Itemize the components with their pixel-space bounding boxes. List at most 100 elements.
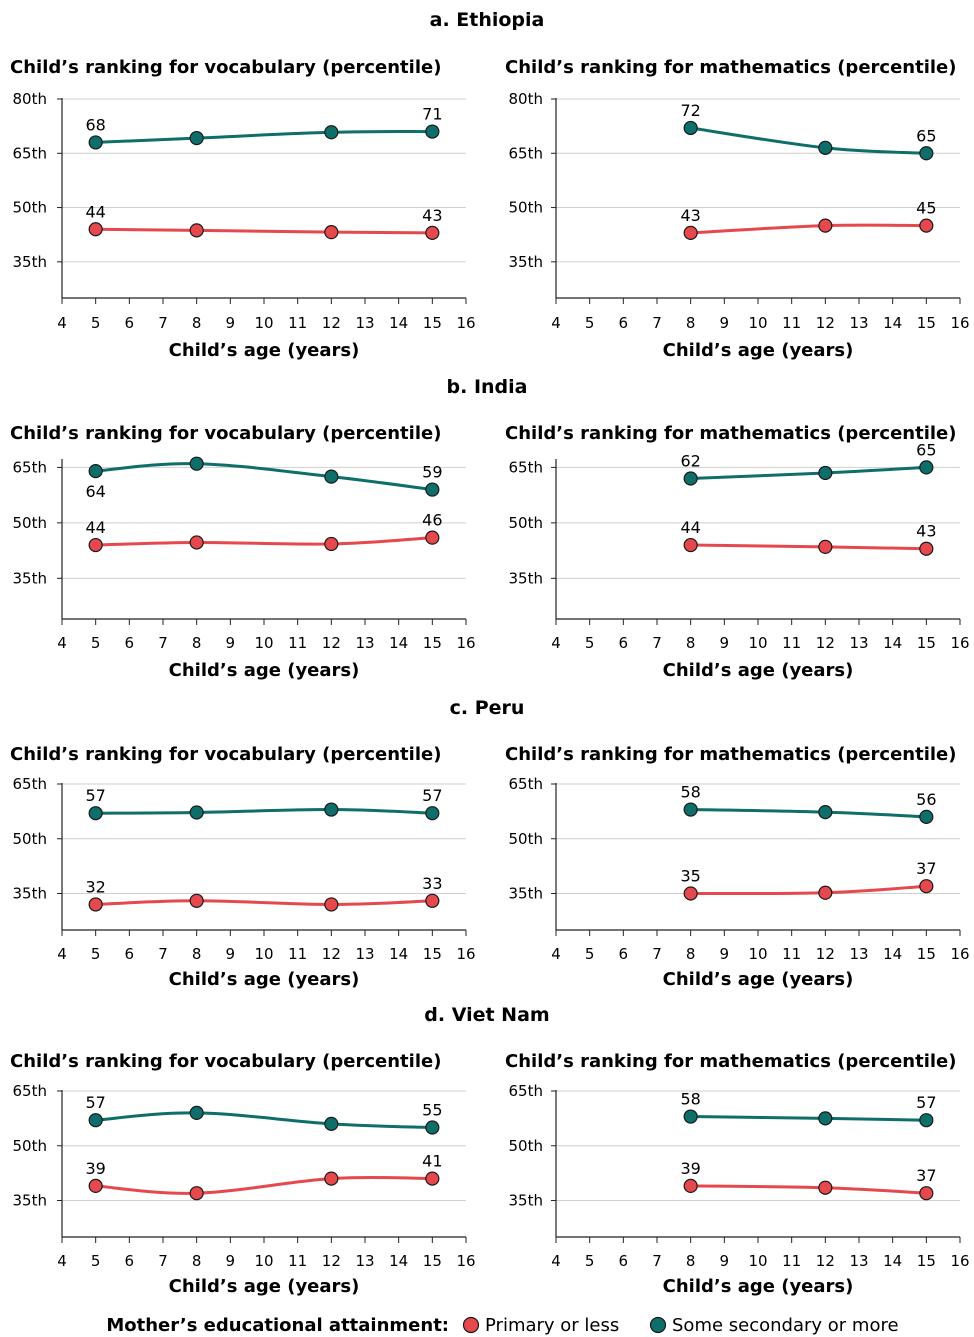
y-tick-label: 50th	[13, 514, 47, 532]
x-tick-label: 14	[389, 634, 408, 652]
y-tick-label: 50th	[509, 1137, 543, 1155]
x-tick-label: 11	[288, 314, 307, 332]
x-tick-label: 6	[125, 634, 135, 652]
chart-0-1: Child’s ranking for mathematics (percent…	[505, 57, 970, 361]
data-point	[919, 879, 934, 894]
series-line	[690, 1115, 927, 1122]
x-tick-label: 16	[456, 314, 475, 332]
x-tick-label: 7	[158, 634, 168, 652]
x-tick-label: 9	[226, 945, 236, 963]
x-tick-label: 15	[917, 634, 936, 652]
y-tick-label: 35th	[13, 569, 47, 587]
y-tick-label: 80th	[509, 90, 543, 108]
x-tick-label: 7	[158, 314, 168, 332]
x-axis-label: Child’s age (years)	[169, 969, 360, 990]
y-tick-label: 35th	[13, 1192, 47, 1210]
x-tick-label: 5	[91, 1252, 101, 1270]
data-point	[88, 806, 103, 821]
data-point	[683, 537, 698, 553]
x-tick-label: 13	[849, 945, 868, 963]
data-point	[189, 130, 204, 146]
chart-title: Child’s ranking for vocabulary (percenti…	[10, 744, 441, 765]
data-label: 72	[680, 101, 700, 120]
data-label: 71	[422, 105, 442, 124]
series-line	[690, 465, 927, 480]
data-point	[818, 1111, 833, 1126]
x-tick-label: 11	[782, 945, 801, 963]
data-label: 59	[422, 463, 442, 482]
chart-3-1: Child’s ranking for mathematics (percent…	[505, 1051, 970, 1297]
data-point	[324, 125, 339, 140]
x-axis-label: Child’s age (years)	[663, 340, 854, 361]
data-point	[425, 225, 440, 240]
data-label: 37	[916, 859, 936, 878]
y-tick-label: 50th	[13, 1137, 47, 1155]
chart-title: Child’s ranking for mathematics (percent…	[505, 744, 956, 765]
legend-marker-secondary	[649, 1316, 667, 1334]
data-label: 44	[680, 518, 700, 537]
data-point	[425, 1171, 440, 1186]
series-line	[690, 808, 927, 819]
data-point	[189, 535, 204, 550]
x-tick-label: 14	[389, 1252, 408, 1270]
data-point	[425, 893, 440, 908]
x-tick-label: 13	[355, 314, 374, 332]
y-tick-label: 35th	[509, 1192, 543, 1210]
y-tick-label: 35th	[509, 885, 543, 903]
x-tick-label: 16	[456, 1252, 475, 1270]
data-point	[818, 805, 833, 820]
x-tick-label: 16	[950, 634, 969, 652]
data-point	[919, 218, 934, 233]
x-tick-label: 12	[816, 314, 835, 332]
y-tick-label: 65th	[509, 1082, 543, 1100]
x-tick-label: 12	[816, 1252, 835, 1270]
data-label: 57	[85, 1093, 105, 1112]
data-label: 37	[916, 1166, 936, 1185]
x-tick-label: 10	[748, 1252, 767, 1270]
data-point	[919, 541, 934, 556]
x-axis-label: Child’s age (years)	[169, 1276, 360, 1297]
data-label: 57	[916, 1093, 936, 1112]
x-tick-label: 14	[883, 634, 902, 652]
data-point	[324, 802, 339, 817]
y-tick-label: 35th	[509, 253, 543, 271]
x-tick-label: 4	[551, 945, 561, 963]
x-tick-label: 8	[192, 314, 202, 332]
data-label: 58	[680, 783, 700, 802]
x-tick-label: 4	[57, 945, 67, 963]
data-label: 43	[916, 522, 936, 541]
data-point	[818, 1180, 833, 1195]
x-tick-label: 8	[686, 945, 696, 963]
x-tick-label: 5	[585, 314, 595, 332]
x-tick-label: 8	[192, 634, 202, 652]
x-tick-label: 16	[950, 945, 969, 963]
data-label: 62	[680, 451, 700, 470]
data-point	[425, 482, 440, 497]
x-tick-label: 15	[423, 945, 442, 963]
panel-title: d. Viet Nam	[424, 1004, 549, 1026]
x-tick-label: 6	[125, 945, 135, 963]
data-point	[683, 1178, 698, 1194]
data-point	[189, 1186, 204, 1201]
data-label: 44	[85, 518, 105, 537]
y-tick-label: 50th	[13, 199, 47, 217]
x-tick-label: 6	[125, 1252, 135, 1270]
x-tick-label: 14	[883, 314, 902, 332]
y-tick-label: 65th	[13, 775, 47, 793]
data-point	[818, 539, 833, 554]
y-tick-label: 50th	[509, 830, 543, 848]
data-label: 57	[422, 786, 442, 805]
x-tick-label: 14	[389, 945, 408, 963]
x-tick-label: 4	[551, 314, 561, 332]
data-point	[683, 225, 698, 240]
chart-title: Child’s ranking for mathematics (percent…	[505, 423, 956, 444]
x-tick-label: 14	[883, 1252, 902, 1270]
series-line	[690, 1184, 927, 1195]
data-point	[88, 135, 103, 150]
x-tick-label: 10	[254, 634, 273, 652]
x-tick-label: 13	[355, 945, 374, 963]
x-tick-label: 6	[619, 1252, 629, 1270]
y-tick-label: 65th	[509, 775, 543, 793]
data-label: 64	[85, 482, 105, 501]
